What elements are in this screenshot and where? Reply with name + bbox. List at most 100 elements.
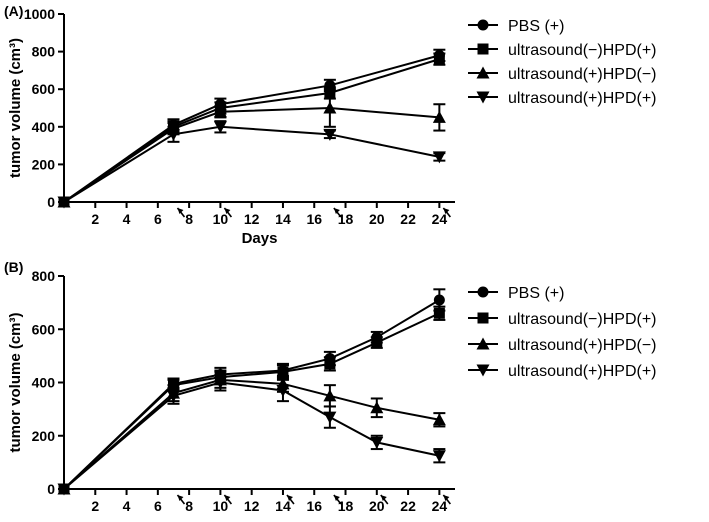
x-tick-label: 2 — [91, 498, 99, 514]
series-triangle-up — [57, 88, 446, 208]
data-point — [213, 377, 227, 389]
legend-label: ultrasound(+)HPD(−) — [508, 337, 657, 354]
legend-item: ultrasound(+)HPD(+) — [468, 363, 657, 380]
legend-label: PBS (+) — [508, 285, 564, 302]
legend-item: ultrasound(+)HPD(−) — [468, 66, 657, 83]
x-tick-label: 4 — [123, 498, 131, 514]
data-point — [433, 53, 445, 65]
x-tick-label: 14 — [275, 211, 291, 227]
data-point — [213, 105, 227, 118]
series-triangle-down — [57, 373, 446, 496]
x-tick-label: 16 — [306, 211, 322, 227]
y-tick-label: 200 — [32, 428, 56, 444]
treatment-arrow-head — [224, 208, 231, 214]
treatment-arrow-head — [333, 495, 340, 501]
x-tick-label: 4 — [123, 211, 131, 227]
treatment-arrow-head — [286, 495, 293, 501]
treatment-arrow-head — [177, 208, 184, 214]
data-point — [323, 101, 337, 114]
x-tick-label: 18 — [338, 211, 354, 227]
x-tick-label: 10 — [213, 211, 229, 227]
series-triangle-up — [57, 370, 446, 495]
legend-item: PBS (+) — [468, 18, 564, 35]
x-tick-label: 8 — [185, 498, 193, 514]
legend-label: ultrasound(+)HPD(+) — [508, 90, 657, 107]
legend-label: ultrasound(+)HPD(+) — [508, 363, 657, 380]
data-point — [432, 413, 446, 426]
x-tick-label: 10 — [213, 498, 229, 514]
legend-marker — [477, 286, 489, 298]
treatment-arrow-head — [333, 208, 340, 214]
data-point — [433, 294, 445, 306]
data-point — [323, 389, 337, 402]
data-point — [277, 366, 289, 378]
x-tick-label: 14 — [275, 498, 291, 514]
x-tick-label: 8 — [185, 211, 193, 227]
y-tick-label: 800 — [32, 44, 56, 60]
y-axis-title: tumor volume (cm³) — [7, 38, 24, 178]
x-tick-label: 12 — [244, 498, 260, 514]
treatment-arrow-head — [443, 495, 450, 501]
x-axis-title: Days — [242, 230, 278, 247]
y-tick-label: 800 — [32, 268, 56, 284]
legend-item: ultrasound(+)HPD(+) — [468, 90, 657, 107]
legend-label: ultrasound(+)HPD(−) — [508, 66, 657, 83]
panel-label: (A) — [4, 3, 23, 19]
y-tick-label: 400 — [32, 375, 56, 391]
data-point — [57, 483, 71, 496]
legend-marker — [477, 43, 489, 55]
treatment-arrow-head — [224, 495, 231, 501]
data-point — [433, 307, 445, 319]
x-tick-label: 16 — [306, 498, 322, 514]
treatment-arrow-head — [380, 495, 387, 501]
y-tick-label: 200 — [32, 156, 56, 172]
x-tick-label: 6 — [154, 498, 162, 514]
legend-label: ultrasound(−)HPD(+) — [508, 311, 657, 328]
series-line — [63, 299, 440, 490]
series-triangle-down — [57, 120, 446, 209]
x-tick-label: 6 — [154, 211, 162, 227]
legend-item: PBS (+) — [468, 285, 564, 302]
legend-item: ultrasound(−)HPD(+) — [468, 311, 657, 328]
data-point — [432, 151, 446, 164]
legend-marker — [476, 66, 490, 79]
treatment-arrow-head — [177, 495, 184, 501]
series-circle — [58, 288, 446, 495]
y-tick-label: 0 — [47, 481, 55, 497]
x-tick-label: 20 — [369, 211, 385, 227]
data-point — [370, 436, 384, 449]
data-point — [324, 358, 336, 370]
legend-item: ultrasound(−)HPD(+) — [468, 42, 657, 59]
legend-marker — [476, 337, 490, 350]
legend-label: ultrasound(−)HPD(+) — [508, 42, 657, 59]
data-point — [166, 128, 180, 141]
x-tick-label: 12 — [244, 211, 260, 227]
data-point — [57, 196, 71, 209]
panel-label: (B) — [4, 259, 23, 275]
y-tick-label: 1000 — [24, 6, 55, 22]
series-line — [63, 58, 440, 203]
data-point — [276, 384, 290, 397]
series-line — [63, 312, 440, 490]
series-square — [58, 52, 446, 208]
series-line — [63, 106, 440, 203]
x-tick-label: 2 — [91, 211, 99, 227]
x-tick-label: 18 — [338, 498, 354, 514]
data-point — [323, 128, 337, 141]
y-tick-label: 600 — [32, 81, 56, 97]
x-tick-label: 20 — [369, 498, 385, 514]
data-point — [213, 121, 227, 134]
legend-marker — [477, 312, 489, 324]
legend-item: ultrasound(+)HPD(−) — [468, 337, 657, 354]
x-tick-label: 22 — [400, 211, 416, 227]
data-point — [323, 411, 337, 424]
x-tick-label: 24 — [432, 498, 448, 514]
data-point — [432, 110, 446, 123]
x-tick-label: 22 — [400, 498, 416, 514]
y-tick-label: 600 — [32, 321, 56, 337]
legend-marker — [476, 91, 490, 104]
y-axis-title: tumor volume (cm³) — [7, 312, 24, 452]
